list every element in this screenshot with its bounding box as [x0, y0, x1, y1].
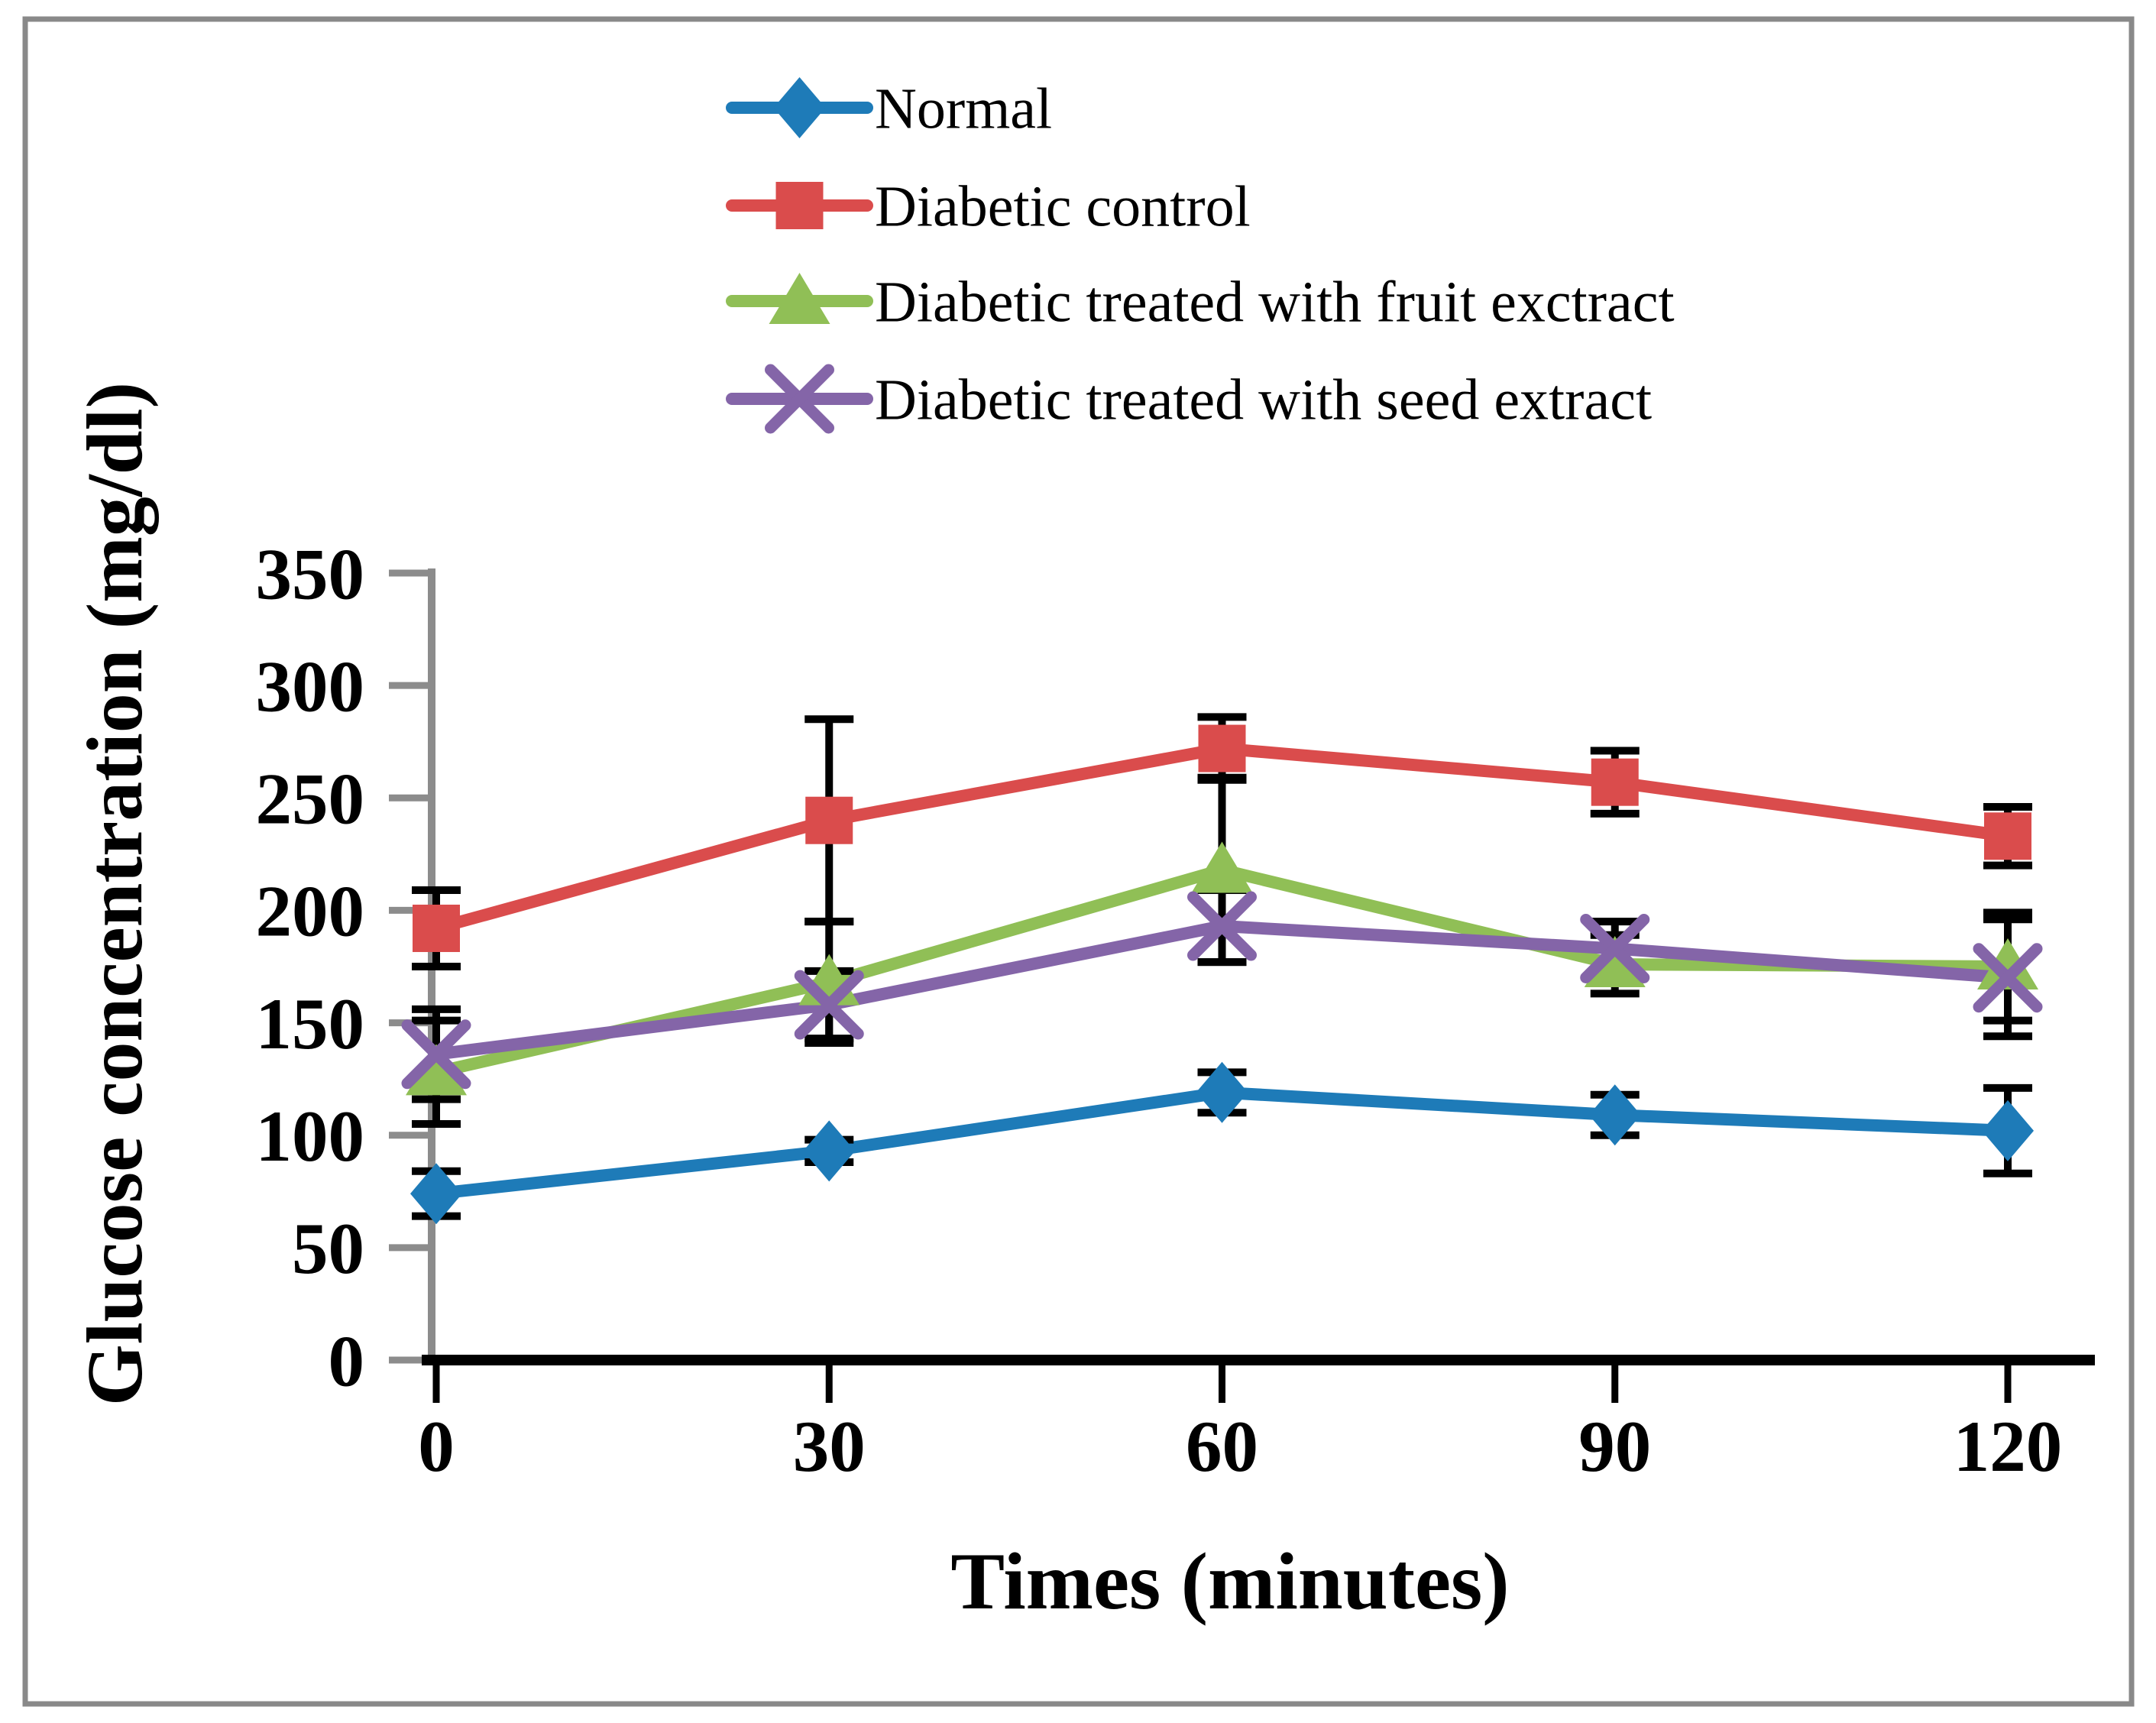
y-tick-label: 250 — [256, 759, 365, 840]
data-point-marker-diamond — [803, 1120, 856, 1182]
data-point-marker-triangle — [406, 1044, 467, 1096]
axes-layer — [389, 568, 2095, 1403]
legend-item: Diabetic control — [726, 175, 1251, 239]
markers-layer — [401, 724, 2043, 1225]
data-point-marker-triangle — [1584, 936, 1646, 988]
legend-item: Diabetic treated with seed extract — [726, 364, 1652, 434]
x-tick-label: 60 — [1186, 1406, 1258, 1487]
data-point-marker-square — [1198, 724, 1246, 772]
legend-item: Normal — [726, 77, 1052, 141]
y-tick-label: 300 — [256, 646, 365, 727]
data-point-marker-square — [775, 182, 824, 229]
y-axis-title: Glucose concentration (mg/dl) — [71, 382, 159, 1406]
x-tick-label: 120 — [1954, 1406, 2063, 1487]
data-point-marker-diamond — [1982, 1100, 2034, 1161]
legend: Normal Diabetic control Diabetic treated w… — [726, 77, 1675, 434]
data-point-marker-triangle — [769, 273, 830, 324]
figure-border — [22, 16, 2135, 1707]
data-point-marker-x — [401, 1019, 471, 1090]
tick-labels-layer: 0 50 100 150 200 250 300 350 0 30 60 90 120 — [256, 533, 2063, 1487]
data-point-marker-diamond — [1588, 1084, 1641, 1146]
legend-item: Diabetic treated with fruit exctract — [726, 270, 1675, 335]
x-axis-title: Times (minutes) — [950, 1537, 1509, 1626]
data-point-marker-diamond — [1196, 1061, 1248, 1123]
x-tick-label: 90 — [1578, 1406, 1651, 1487]
y-tick-label: 200 — [256, 871, 365, 952]
data-point-marker-square — [805, 796, 853, 844]
data-point-marker-triangle — [1977, 938, 2038, 989]
data-point-marker-x — [1187, 891, 1257, 961]
y-tick-label: 150 — [256, 983, 365, 1064]
data-point-marker-square — [1591, 758, 1639, 806]
data-point-marker-x — [794, 970, 864, 1040]
y-tick-label: 350 — [256, 533, 365, 614]
legend-label: Diabetic control — [875, 175, 1251, 239]
x-tick-label: 30 — [793, 1406, 866, 1487]
y-tick-label: 0 — [329, 1320, 365, 1401]
legend-label: Diabetic treated with seed extract — [875, 368, 1652, 432]
data-point-marker-square — [413, 904, 460, 952]
data-point-marker-diamond — [773, 77, 826, 138]
data-point-marker-square — [1984, 812, 2031, 860]
data-point-marker-diamond — [410, 1163, 462, 1225]
data-point-marker-triangle — [1191, 841, 1253, 893]
data-point-marker-x — [1580, 913, 1650, 983]
y-tick-label: 100 — [256, 1096, 365, 1177]
y-tick-label: 50 — [292, 1208, 364, 1289]
legend-label: Diabetic treated with fruit exctract — [875, 270, 1675, 335]
legend-label: Normal — [875, 77, 1052, 141]
data-point-marker-x — [1973, 943, 2043, 1013]
data-point-marker-x — [765, 364, 834, 434]
x-tick-label: 0 — [418, 1406, 455, 1487]
